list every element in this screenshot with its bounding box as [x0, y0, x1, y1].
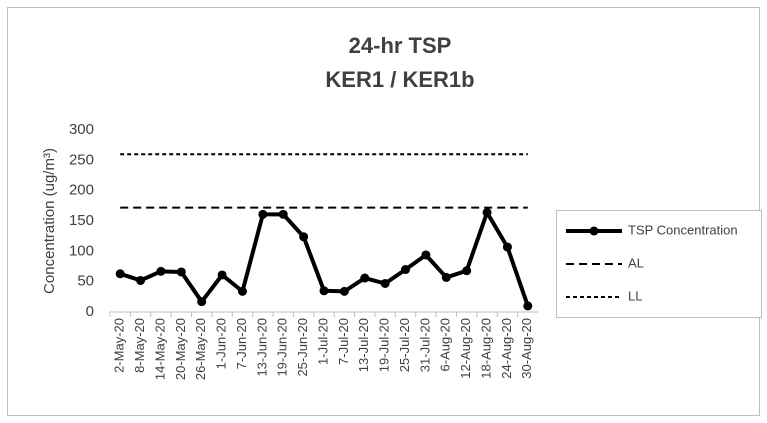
chart-subtitle: KER1 / KER1b: [325, 67, 474, 92]
y-tick-label: 150: [69, 212, 94, 229]
data-point: [380, 278, 390, 288]
data-point: [136, 275, 146, 285]
data-point: [360, 273, 370, 283]
x-tick-label: 25-Jul-20: [397, 318, 412, 372]
data-point: [258, 209, 268, 219]
x-tick-label: 24-Aug-20: [499, 318, 514, 379]
x-tick-label: 26-May-20: [193, 318, 208, 380]
x-tick-label: 13-Jul-20: [356, 318, 371, 372]
x-tick-label: 7-Jun-20: [234, 318, 249, 369]
data-point: [197, 297, 207, 307]
y-tick-label: 0: [86, 303, 94, 320]
data-point: [441, 272, 451, 282]
legend-label: LL: [628, 288, 642, 303]
data-point: [299, 232, 309, 242]
y-tick-label: 250: [69, 151, 94, 168]
data-point: [462, 266, 472, 276]
x-tick-label: 1-Jul-20: [315, 318, 330, 365]
legend-label: AL: [628, 255, 644, 270]
x-tick-label: 20-May-20: [173, 318, 188, 380]
y-axis-label: Concentration (ug/m³): [41, 148, 58, 294]
data-point: [217, 270, 227, 280]
x-tick-label: 13-Jun-20: [254, 318, 269, 377]
legend-label: TSP Concentration: [628, 222, 738, 237]
x-tick-label: 1-Jun-20: [214, 318, 229, 369]
chart-title: 24-hr TSP: [349, 33, 452, 58]
data-point: [176, 267, 186, 277]
x-tick-label: 8-May-20: [132, 318, 147, 373]
x-tick-label: 12-Aug-20: [458, 318, 473, 379]
data-point: [278, 209, 288, 219]
x-tick-label: 14-May-20: [152, 318, 167, 380]
data-point: [319, 286, 329, 296]
x-tick-label: 19-Jul-20: [377, 318, 392, 372]
x-tick-label: 30-Aug-20: [519, 318, 534, 379]
data-point: [502, 242, 512, 252]
x-tick-label: 19-Jun-20: [275, 318, 290, 377]
y-tick-label: 300: [69, 121, 94, 138]
data-point: [237, 286, 247, 296]
x-tick-label: 25-Jun-20: [295, 318, 310, 377]
x-tick-label: 2-May-20: [112, 318, 127, 373]
data-point: [523, 301, 533, 311]
data-point: [115, 269, 125, 279]
x-tick-label: 7-Jul-20: [336, 318, 351, 365]
data-point: [401, 265, 411, 275]
legend-marker: [589, 226, 599, 236]
y-tick-label: 200: [69, 182, 94, 199]
data-point: [156, 266, 166, 276]
x-tick-label: 31-Jul-20: [417, 318, 432, 372]
y-tick-label: 50: [77, 273, 94, 290]
data-point: [339, 286, 349, 296]
x-tick-label: 6-Aug-20: [438, 318, 453, 371]
data-point: [421, 250, 431, 260]
y-tick-label: 100: [69, 242, 94, 259]
data-point: [482, 208, 492, 218]
x-tick-label: 18-Aug-20: [478, 318, 493, 379]
